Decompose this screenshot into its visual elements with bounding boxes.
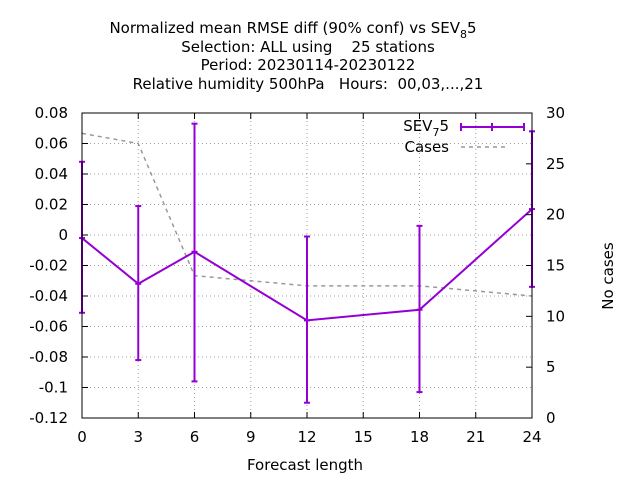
cases-line xyxy=(81,132,533,297)
sev-line xyxy=(81,208,533,322)
x-tick-label: 3 xyxy=(133,428,143,446)
legend-label-cases: Cases xyxy=(404,138,449,156)
x-tick-label: 0 xyxy=(77,428,87,446)
y-axis: 0.08 0.06 0.04 0.02 0 -0.02 -0.04 -0.06 -0.08 -0.… xyxy=(29,104,88,427)
y-tick-label: 0.06 xyxy=(35,135,68,153)
title-line-4: Relative humidity 500hPa Hours: 00,03,..… xyxy=(133,75,484,93)
y-tick-label: -0.06 xyxy=(29,318,68,336)
x-tick-label: 15 xyxy=(354,428,373,446)
y2-axis-label: No cases xyxy=(599,242,617,310)
y-tick-label: 0 xyxy=(58,226,68,244)
title-line-3: Period: 20230114-20230122 xyxy=(201,56,416,74)
title-line-1: Normalized mean RMSE diff (90% conf) vs … xyxy=(109,19,476,41)
title-line-2: Selection: ALL using 25 stations xyxy=(181,38,435,56)
x-tick-label: 6 xyxy=(190,428,200,446)
y2-tick-label: 30 xyxy=(546,104,565,122)
y2-tick-label: 15 xyxy=(546,257,565,275)
x-tick-label: 18 xyxy=(410,428,429,446)
legend-label-sev: SEV75 xyxy=(403,117,449,139)
y2-tick-label: 10 xyxy=(546,307,565,325)
y-tick-label: -0.12 xyxy=(29,409,68,427)
chart-title: Normalized mean RMSE diff (90% conf) vs … xyxy=(109,19,483,93)
y-tick-label: -0.08 xyxy=(29,348,68,366)
y-tick-label: 0.04 xyxy=(35,165,68,183)
x-tick-label: 9 xyxy=(246,428,256,446)
x-tick-label: 21 xyxy=(466,428,485,446)
x-axis-label: Forecast length xyxy=(247,456,363,474)
y-tick-label: 0.08 xyxy=(35,104,68,122)
y-tick-label: -0.04 xyxy=(29,287,68,305)
y2-tick-label: 0 xyxy=(546,409,556,427)
x-axis: 0 3 6 9 12 15 18 21 24 xyxy=(77,113,542,446)
y2-tick-label: 5 xyxy=(546,358,556,376)
y2-tick-label: 25 xyxy=(546,155,565,173)
y2-tick-label: 20 xyxy=(546,206,565,224)
y2-axis: 30 25 20 15 10 5 0 xyxy=(526,104,565,427)
y-tick-label: -0.02 xyxy=(29,257,68,275)
y-tick-label: 0.02 xyxy=(35,196,68,214)
legend-swatch-sev xyxy=(460,123,525,131)
y-tick-label: -0.1 xyxy=(39,379,68,397)
legend: SEV75 Cases xyxy=(403,117,525,156)
x-tick-label: 24 xyxy=(522,428,541,446)
x-tick-label: 12 xyxy=(297,428,316,446)
cases-point xyxy=(137,142,140,145)
